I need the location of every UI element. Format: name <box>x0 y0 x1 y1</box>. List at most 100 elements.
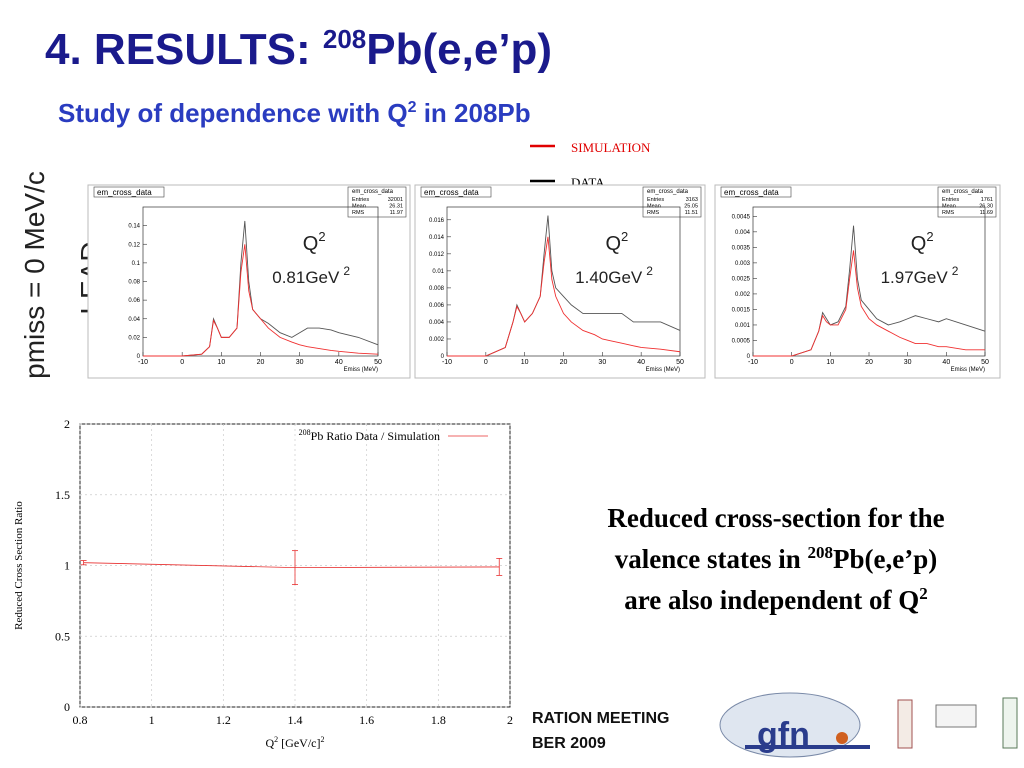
subtitle-rest: in 208Pb <box>416 98 530 128</box>
x-tick-label: 30 <box>598 359 606 366</box>
y-tick-label: 0.006 <box>429 303 445 309</box>
y-tick-label: 0.0005 <box>732 338 751 344</box>
stats-title: em_cross_data <box>942 189 984 195</box>
x-label-sup: 2 <box>274 735 278 744</box>
x-tick-label: 50 <box>981 359 989 366</box>
logo-shape <box>719 692 861 758</box>
q-sup: 2 <box>318 229 325 244</box>
stats-value: 3163 <box>686 197 698 203</box>
stats-box <box>937 186 997 218</box>
footer-line: RATION MEETING <box>532 710 669 727</box>
x-tick-label: 1.8 <box>431 713 446 727</box>
title-main: 4. RESULTS: <box>45 25 323 74</box>
q-sup: 2 <box>926 229 933 244</box>
subtitle-main: Study of dependence with Q <box>58 98 408 128</box>
y-tick-label: 0.002 <box>735 292 751 298</box>
x-tick-label: 10 <box>826 359 834 366</box>
y-tick-label: 0.01 <box>432 269 444 275</box>
x-axis-label: Emiss (MeV) <box>951 367 985 373</box>
caption-text: Reduced cross-section for the <box>607 503 944 533</box>
y-tick-label: 2 <box>64 417 70 431</box>
side-label: pmiss = 0 MeV/c <box>19 171 50 379</box>
energy-sup: 2 <box>952 264 959 278</box>
q-text: Q <box>605 233 621 255</box>
title-box <box>93 186 165 198</box>
x-tick-label: 40 <box>637 359 645 366</box>
x-label-rest: [GeV/c] <box>278 736 320 750</box>
caption-sup: 208 <box>808 543 834 562</box>
x-tick-label: 1.2 <box>216 713 231 727</box>
y-tick-label: 0.004 <box>429 320 445 326</box>
histogram: em_cross_data em_cross_data Entries 3163 Mea… <box>414 184 706 379</box>
caption-line: Reduced cross-section for the <box>607 503 944 533</box>
y-tick-label: 0.08 <box>128 280 140 286</box>
y-tick-label: 0.0035 <box>732 245 751 251</box>
x-tick-label: 50 <box>676 359 684 366</box>
y-tick-label: 0.0045 <box>732 214 751 220</box>
stats-label: Entries <box>647 197 664 203</box>
stats-value: 1761 <box>981 197 993 203</box>
caption-line: valence states in 208Pb(e,e’p) <box>615 543 937 574</box>
x-tick-label: 30 <box>904 359 912 366</box>
y-tick-label: 0.14 <box>128 224 140 230</box>
energy-sup: 2 <box>646 264 653 278</box>
stats-value: 25.05 <box>684 204 698 210</box>
q-sup: 2 <box>621 229 628 244</box>
stats-label: RMS <box>942 210 955 216</box>
x-tick-label: 40 <box>942 359 950 366</box>
legend-sup: 208 <box>299 428 311 437</box>
q-text: Q <box>303 233 319 255</box>
y-tick-label: 0.003 <box>735 261 751 267</box>
caption-sup: 2 <box>919 584 928 603</box>
stats-label: RMS <box>647 210 660 216</box>
histograms: em_cross_data em_cross_data Entries 32001 Me… <box>87 184 1001 379</box>
y-tick-label: 0.012 <box>429 252 445 258</box>
histogram: em_cross_data em_cross_data Entries 32001 Me… <box>87 184 411 379</box>
caption: Reduced cross-section for the valence sta… <box>607 503 944 615</box>
y-tick-label: 1.5 <box>55 488 70 502</box>
q-text: Q <box>911 233 927 255</box>
x-tick-label: -10 <box>442 359 452 366</box>
x-tick-label: 30 <box>296 359 304 366</box>
y-tick-label: 0.0025 <box>732 276 751 282</box>
title: 4. RESULTS: 208Pb(e,e’p) <box>45 24 552 74</box>
x-tick-label: -10 <box>138 359 148 366</box>
y-tick-label: 0.12 <box>128 242 140 248</box>
energy-label: 0.81GeV 2 <box>272 264 350 287</box>
x-tick-label: 0.8 <box>73 713 88 727</box>
stats-label: Mean <box>352 204 366 210</box>
y-tick-label: 0 <box>747 354 751 360</box>
x-axis-label: Emiss (MeV) <box>344 367 378 373</box>
x-tick-label: 1.6 <box>359 713 374 727</box>
y-tick-label: 0 <box>64 700 70 714</box>
stats-box <box>347 186 407 218</box>
x-label-text: Q <box>266 736 275 750</box>
stats-value: 11.97 <box>390 210 403 216</box>
title-rest: Pb(e,e’p) <box>366 25 552 74</box>
x-tick-label: 20 <box>257 359 265 366</box>
x-tick-label: 0 <box>180 359 184 366</box>
x-tick-label: 50 <box>374 359 382 366</box>
stats-label: RMS <box>352 210 365 216</box>
title-box <box>420 186 492 198</box>
stats-label: Mean <box>942 204 956 210</box>
y-tick-label: 0 <box>137 354 141 360</box>
caption-text: valence states in <box>615 544 808 574</box>
energy-label: 1.40GeV 2 <box>575 264 653 287</box>
y-tick-label: 0.02 <box>128 335 140 341</box>
legend-label: 208Pb Ratio Data / Simulation <box>299 428 440 443</box>
y-tick-label: 0 <box>441 354 445 360</box>
stats-value: 26.31 <box>389 204 403 210</box>
stats-value: 11.69 <box>980 210 993 216</box>
y-tick-label: 0.014 <box>429 235 445 241</box>
x-tick-label: 20 <box>865 359 873 366</box>
legend-text: Pb Ratio Data / Simulation <box>311 429 440 443</box>
x-tick-label: 0 <box>484 359 488 366</box>
hist-line <box>447 236 681 357</box>
logo-small <box>897 699 913 749</box>
logo-text: gfn <box>757 716 810 754</box>
energy-text: 1.97GeV <box>881 268 949 287</box>
y-tick-label: 0.0015 <box>732 307 751 313</box>
stats-value: 11.51 <box>685 210 698 216</box>
